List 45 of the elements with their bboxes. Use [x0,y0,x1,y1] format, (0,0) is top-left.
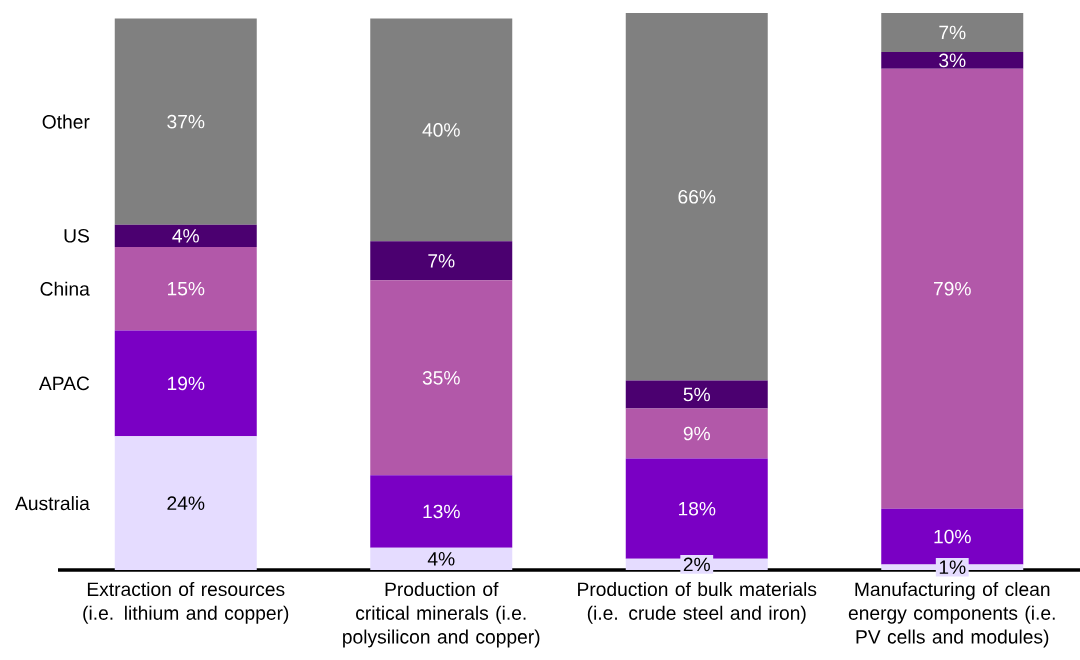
x-tick-label: Production of critical minerals (i.e. polysilicon and copper) [343,581,540,648]
data-label: 7% [428,254,455,268]
bar [625,12,768,381]
x-tick-label: Extraction of resources (i.e. lithium and copper) [83,581,289,624]
series-label: China [40,281,90,296]
bar [370,475,513,548]
series-label: APAC [38,376,90,391]
bar [114,224,257,247]
data-label: 3% [939,53,966,68]
bar [881,51,1024,69]
data-label: 1% [939,560,966,574]
data-label: 66% [678,189,716,204]
series-label: Australia [15,496,90,511]
bar [114,330,257,437]
data-label: 4% [427,552,455,566]
data-label: 2% [683,557,710,572]
bar [625,380,768,409]
bar [625,408,768,459]
data-label: 18% [678,501,716,516]
data-label: 13% [423,504,460,519]
bar [370,241,513,281]
data-label: 24% [167,496,205,510]
x-tick-label: Production of bulk materials (i.e. crude steel and iron) [578,581,817,624]
x-tick-label: Manufacturing of clean energy components (i.e. PV cells and modules) [848,581,1055,648]
bar [370,280,513,476]
series-label: Other [42,114,90,129]
data-label: 9% [683,426,710,441]
data-label: 37% [167,114,205,129]
data-label: 4% [172,229,199,243]
series-label: US [64,228,89,243]
bar [114,246,257,331]
data-label: 5% [683,387,710,402]
data-label: 7% [939,25,966,40]
bar [625,458,768,559]
data-label: 15% [167,281,205,296]
data-label: 10% [934,529,971,544]
data-label: 35% [422,370,460,385]
bar [370,18,513,242]
bar [114,436,257,570]
data-label: 79% [934,281,971,296]
bar [881,12,1024,52]
data-label: 40% [422,123,460,137]
bar [881,68,1024,509]
data-label: 19% [167,376,205,391]
bar [114,18,257,225]
